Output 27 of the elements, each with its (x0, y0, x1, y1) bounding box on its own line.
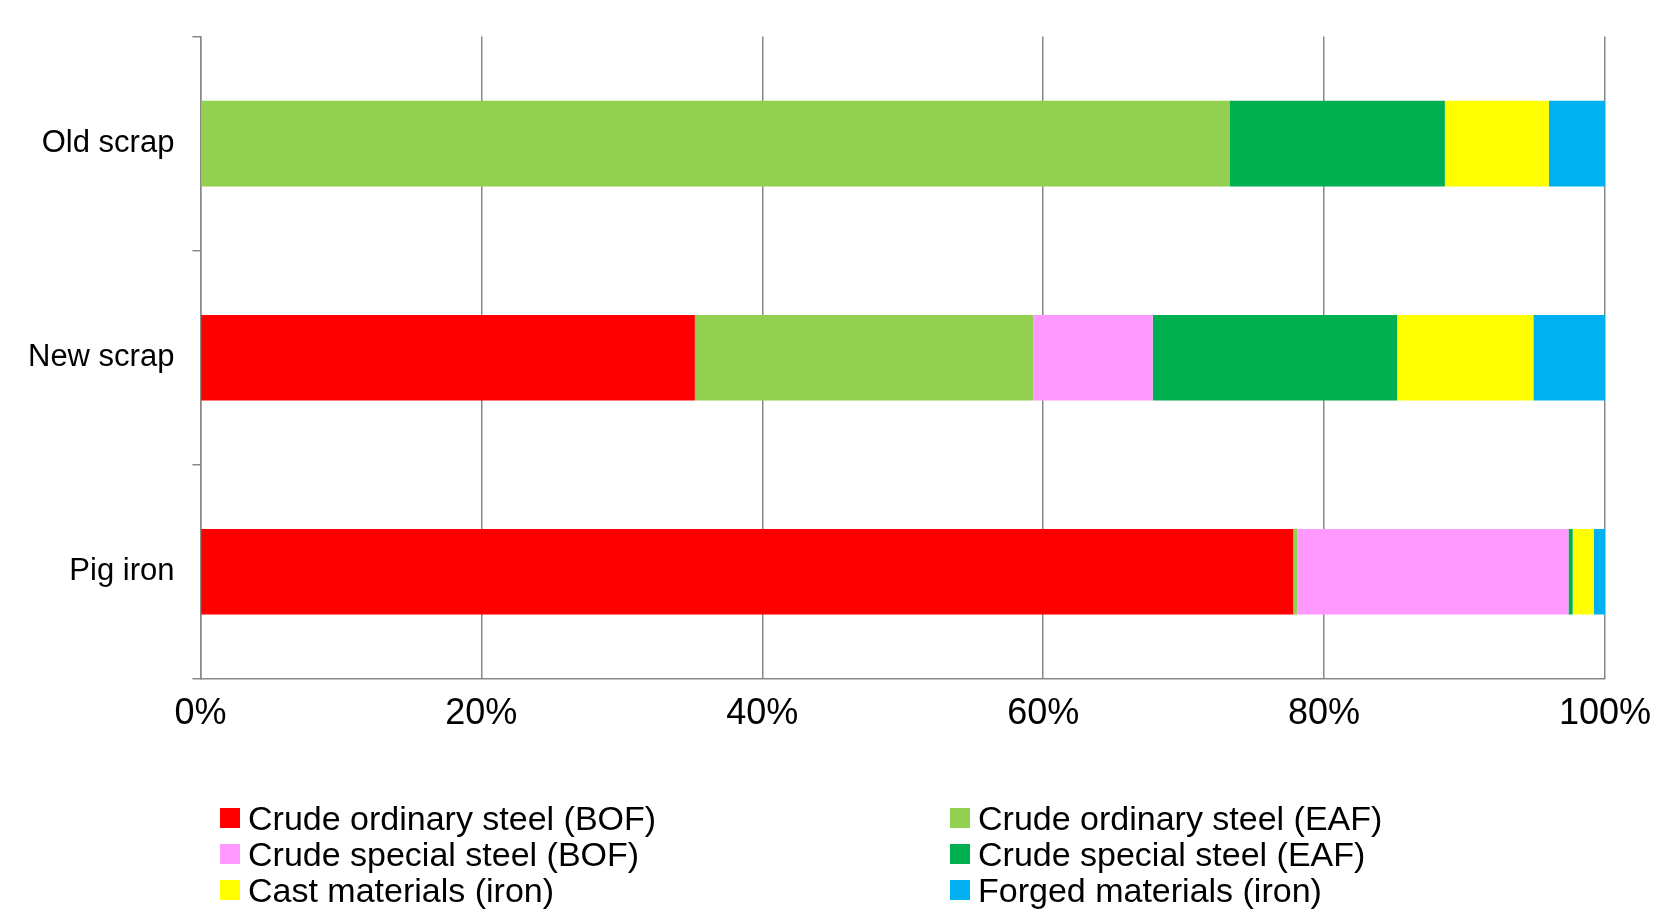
bar (694, 314, 1034, 401)
bar (201, 100, 1230, 187)
y-tick-label: Old scrap (41, 124, 175, 160)
legend-label: Crude ordinary steel (BOF) (248, 799, 657, 837)
bar (201, 528, 1294, 615)
bar (1533, 314, 1605, 401)
bar (1444, 100, 1549, 187)
x-tick-label: 20% (445, 691, 518, 733)
y-tick-label: New scrap (28, 338, 175, 374)
legend-label: Crude ordinary steel (EAF) (978, 799, 1383, 837)
bar (1152, 314, 1398, 401)
bar (1572, 528, 1594, 615)
bar (1293, 528, 1298, 615)
bar (1297, 528, 1569, 615)
bar (1568, 528, 1573, 615)
bar (1548, 100, 1605, 187)
x-tick-label: 0% (174, 691, 227, 733)
bar (1229, 100, 1445, 187)
x-tick-label: 80% (1288, 691, 1361, 733)
y-tick-label: Pig iron (69, 552, 175, 588)
bar (1033, 314, 1153, 401)
x-tick-label: 60% (1007, 691, 1080, 733)
x-tick-label: 40% (726, 691, 799, 733)
bar (1397, 314, 1534, 401)
bar (201, 314, 695, 401)
x-tick-label: 100% (1558, 691, 1652, 733)
bar (1593, 528, 1605, 615)
